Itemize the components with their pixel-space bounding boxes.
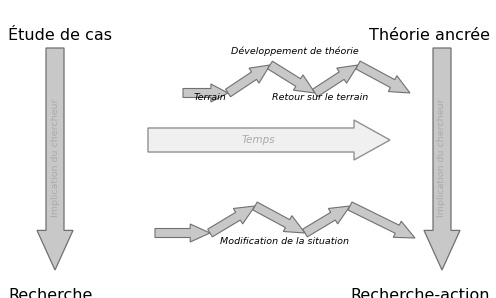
Text: Terrain: Terrain [193, 93, 226, 102]
Text: Étude de cas: Étude de cas [8, 28, 112, 43]
Polygon shape [312, 65, 358, 97]
Text: Recherche-action
participative: Recherche-action participative [351, 288, 490, 298]
Text: Modification de la situation: Modification de la situation [221, 237, 350, 246]
Polygon shape [268, 61, 315, 93]
Text: Théorie ancrée: Théorie ancrée [369, 28, 490, 43]
Polygon shape [424, 48, 460, 270]
Polygon shape [37, 48, 73, 270]
Text: Retour sur le terrain: Retour sur le terrain [272, 93, 368, 102]
Polygon shape [155, 224, 210, 242]
Text: Implication du chercheur: Implication du chercheur [437, 99, 446, 217]
Polygon shape [208, 206, 255, 237]
Polygon shape [183, 84, 228, 102]
Polygon shape [356, 61, 410, 93]
Text: Développement de théorie: Développement de théorie [231, 46, 359, 55]
Polygon shape [226, 65, 270, 97]
Polygon shape [303, 206, 350, 237]
Polygon shape [253, 202, 305, 233]
Text: Temps: Temps [241, 135, 275, 145]
Polygon shape [148, 120, 390, 160]
Text: Implication du chercheur: Implication du chercheur [51, 99, 60, 217]
Polygon shape [348, 202, 415, 238]
Text: Recherche
participative: Recherche participative [8, 288, 109, 298]
